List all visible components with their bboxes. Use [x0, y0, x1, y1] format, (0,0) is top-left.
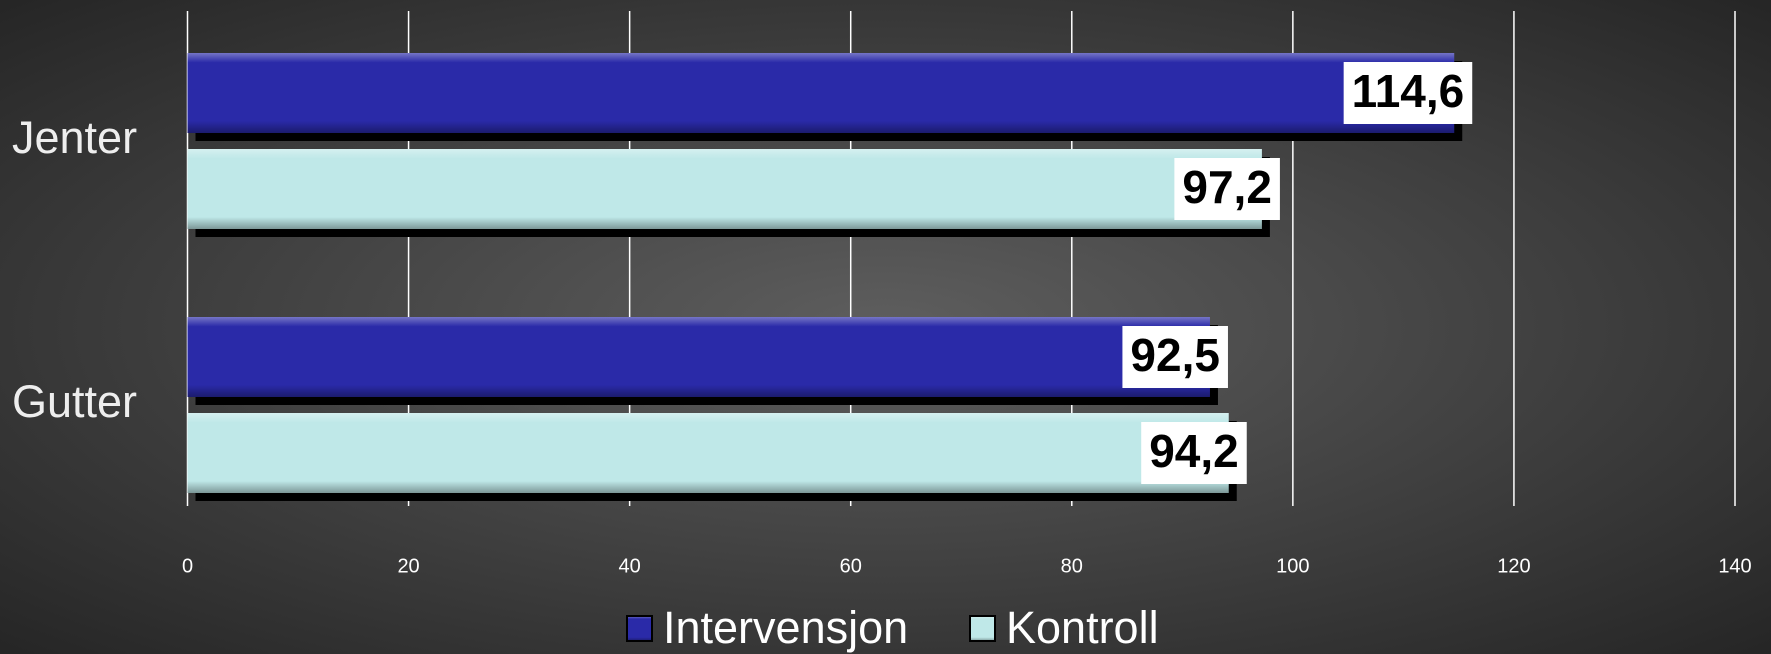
x-tick-label: 0 [182, 555, 193, 577]
x-tick-label: 120 [1497, 555, 1530, 577]
x-tick-label: 40 [619, 555, 641, 577]
x-tick-label: 100 [1276, 555, 1309, 577]
category-label: Jenter [12, 112, 137, 163]
legend-marker [969, 615, 996, 642]
value-label: 92,5 [1130, 329, 1220, 381]
bar [187, 413, 1229, 493]
legend-label: Intervensjon [663, 602, 908, 653]
value-label-box [1343, 62, 1473, 124]
value-label: 97,2 [1182, 161, 1272, 213]
value-label-box [1174, 158, 1280, 220]
category-label: Gutter [12, 376, 137, 427]
x-tick-label: 140 [1718, 555, 1751, 577]
x-tick-label: 20 [397, 555, 419, 577]
legend-label: Kontroll [1006, 602, 1159, 653]
x-tick-label: 60 [840, 555, 862, 577]
value-label: 114,6 [1352, 65, 1465, 117]
bar [187, 149, 1262, 229]
value-label-box [1141, 422, 1247, 484]
value-label-box [1122, 326, 1228, 388]
value-label: 94,2 [1149, 425, 1239, 477]
legend-marker [626, 615, 653, 642]
bar [187, 53, 1455, 133]
x-tick-label: 80 [1061, 555, 1083, 577]
bar [187, 317, 1210, 397]
